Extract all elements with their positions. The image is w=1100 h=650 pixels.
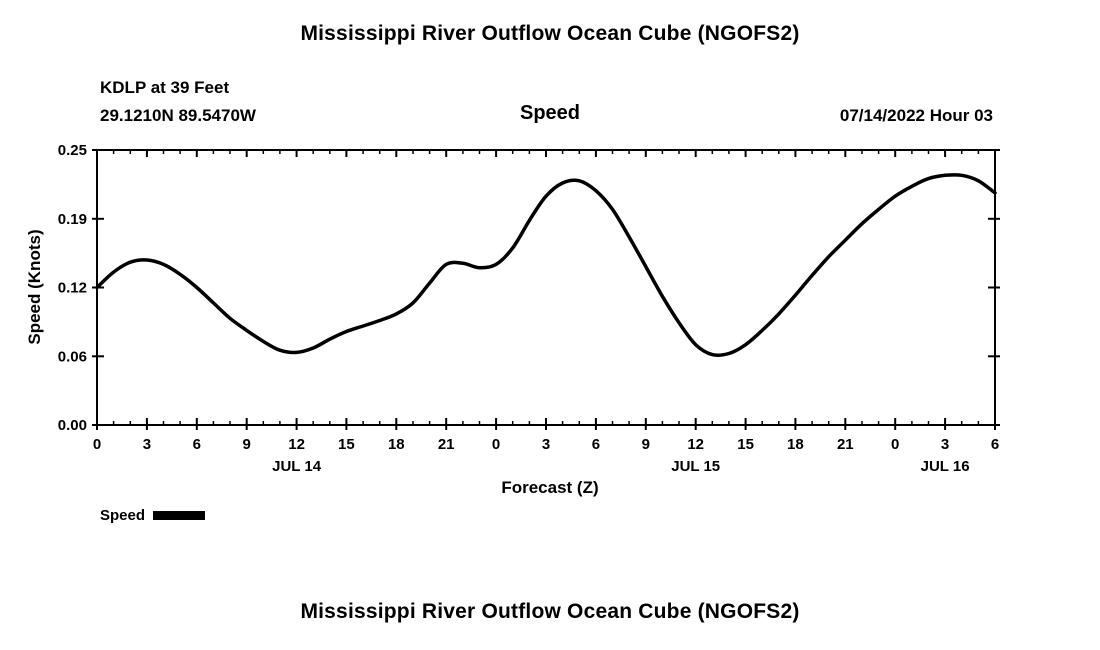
svg-text:0: 0 — [492, 436, 500, 453]
svg-text:12: 12 — [288, 436, 305, 453]
svg-text:6: 6 — [592, 436, 600, 453]
legend: Speed — [100, 507, 206, 524]
svg-text:15: 15 — [338, 436, 355, 453]
svg-text:3: 3 — [143, 436, 151, 453]
svg-text:12: 12 — [687, 436, 704, 453]
svg-text:21: 21 — [438, 436, 455, 453]
station-coordinates-label: 29.1210N 89.5470W — [100, 106, 256, 125]
svg-text:0.12: 0.12 — [58, 280, 87, 297]
y-axis-label: Speed (Knots) — [25, 229, 44, 345]
svg-text:6: 6 — [991, 436, 999, 453]
svg-text:6: 6 — [193, 436, 201, 453]
svg-text:3: 3 — [542, 436, 550, 453]
svg-text:JUL 15: JUL 15 — [671, 458, 720, 475]
svg-text:0.19: 0.19 — [58, 211, 87, 228]
svg-text:9: 9 — [642, 436, 650, 453]
forecast-datetime-label: 07/14/2022 Hour 03 — [839, 106, 993, 125]
svg-text:0.25: 0.25 — [58, 142, 87, 159]
svg-text:18: 18 — [388, 436, 405, 453]
chart-subtitle-speed: Speed — [519, 102, 581, 124]
legend-label: Speed — [100, 507, 146, 524]
x-axis-label: Forecast (Z) — [501, 478, 599, 497]
svg-text:18: 18 — [787, 436, 804, 453]
svg-text:15: 15 — [737, 436, 754, 453]
chart-title-bottom: Mississippi River Outflow Ocean Cube (NG… — [300, 600, 800, 623]
legend-line-swatch — [153, 511, 206, 520]
svg-text:9: 9 — [243, 436, 251, 453]
svg-text:JUL 16: JUL 16 — [921, 458, 970, 475]
svg-text:21: 21 — [837, 436, 854, 453]
svg-text:0: 0 — [891, 436, 899, 453]
svg-text:0.06: 0.06 — [58, 348, 87, 365]
svg-text:3: 3 — [941, 436, 949, 453]
svg-text:0: 0 — [93, 436, 101, 453]
station-name-label: KDLP at 39 Feet — [100, 78, 230, 97]
svg-text:0.00: 0.00 — [58, 417, 87, 434]
svg-text:JUL 14: JUL 14 — [272, 458, 322, 475]
chart-title-top: Mississippi River Outflow Ocean Cube (NG… — [300, 22, 800, 45]
